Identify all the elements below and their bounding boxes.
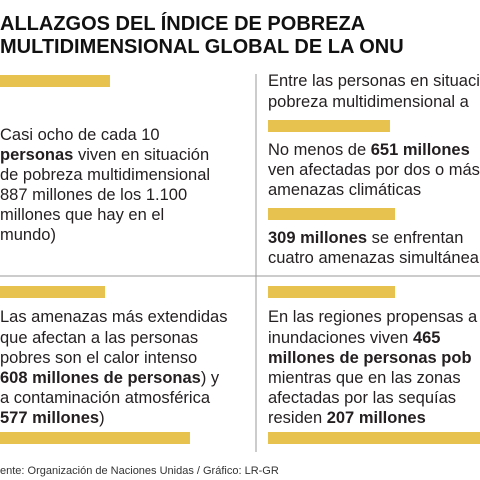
accent-bar [0, 286, 105, 298]
text-line: residen 207 millones [268, 409, 426, 427]
bold-text: 608 millones de personas [0, 369, 201, 387]
text-line: de pobreza multidimensional [0, 166, 210, 184]
text-line: amenazas climáticas [268, 181, 421, 199]
text: mundo) [0, 226, 56, 244]
text: ) y [201, 369, 220, 387]
bold-text: personas [0, 146, 73, 164]
text-line: millones que hay en el [0, 206, 164, 224]
text-line: pobreza multidimensional a [268, 93, 470, 111]
text: Entre las personas en situaci [268, 72, 480, 90]
text: Casi ocho de cada 10 [0, 126, 160, 144]
text-line: Las amenazas más extendidas [0, 308, 227, 326]
accent-bar [0, 432, 190, 444]
text: residen [268, 409, 327, 427]
text-line: mundo) [0, 226, 56, 244]
text: Las amenazas más extendidas [0, 308, 227, 326]
text: afectadas por las sequías [268, 389, 456, 407]
text: a contaminación atmosférica [0, 389, 211, 407]
accent-bar [268, 432, 480, 444]
bold-text: 651 millones [371, 141, 470, 159]
text: ven afectadas por dos o más [268, 161, 480, 179]
text: pobreza multidimensional a [268, 93, 470, 111]
text-line: 887 millones de los 1.100 [0, 186, 187, 204]
text: de pobreza multidimensional [0, 166, 210, 184]
text: ) [99, 409, 105, 427]
text: cuatro amenazas simultánea [268, 249, 480, 267]
text: inundaciones viven [268, 329, 413, 347]
text: que afectan a las personas [0, 329, 198, 347]
accent-bar [0, 75, 110, 87]
text: No menos de [268, 141, 371, 159]
text-line: afectadas por las sequías [268, 389, 456, 407]
accent-bar [268, 120, 390, 132]
bold-text: 577 millones [0, 409, 99, 427]
text-line: millones de personas pob [268, 349, 472, 367]
title: ALLAZGOS DEL ÍNDICE DE POBREZA [0, 12, 365, 35]
accent-bar [268, 208, 395, 220]
accent-bar [268, 286, 395, 298]
text-line: mientras que en las zonas [268, 369, 461, 387]
bold-text: millones de personas pob [268, 349, 472, 367]
text-line: 309 millones se enfrentan [268, 229, 463, 247]
bold-text: 309 millones [268, 229, 367, 247]
text-line: Entre las personas en situaci [268, 72, 480, 90]
text: En las regiones propensas a [268, 308, 478, 326]
text: viven en situación [73, 146, 209, 164]
text-line: cuatro amenazas simultánea [268, 249, 480, 267]
text: 887 millones de los 1.100 [0, 186, 187, 204]
text-line: En las regiones propensas a [268, 308, 478, 326]
title: MULTIDIMENSIONAL GLOBAL DE LA ONU [0, 36, 404, 58]
text: se enfrentan [367, 229, 463, 247]
text-line: inundaciones viven 465 [268, 329, 440, 347]
bold-text: 207 millones [327, 409, 426, 427]
text-line: que afectan a las personas [0, 329, 198, 347]
text-line: pobres son el calor intenso [0, 349, 197, 367]
bold-text: 465 [413, 329, 441, 347]
text-line: Casi ocho de cada 10 [0, 126, 160, 144]
text-line: No menos de 651 millones [268, 141, 470, 159]
text-line: personas viven en situación [0, 146, 209, 164]
text: millones que hay en el [0, 206, 164, 224]
text: amenazas climáticas [268, 181, 421, 199]
text: pobres son el calor intenso [0, 349, 197, 367]
source: ente: Organización de Naciones Unidas / … [0, 465, 279, 477]
text: mientras que en las zonas [268, 369, 461, 387]
text-line: ven afectadas por dos o más [268, 161, 480, 179]
text-line: 608 millones de personas) y [0, 369, 220, 387]
text-line: 577 millones) [0, 409, 105, 427]
text-line: a contaminación atmosférica [0, 389, 211, 407]
